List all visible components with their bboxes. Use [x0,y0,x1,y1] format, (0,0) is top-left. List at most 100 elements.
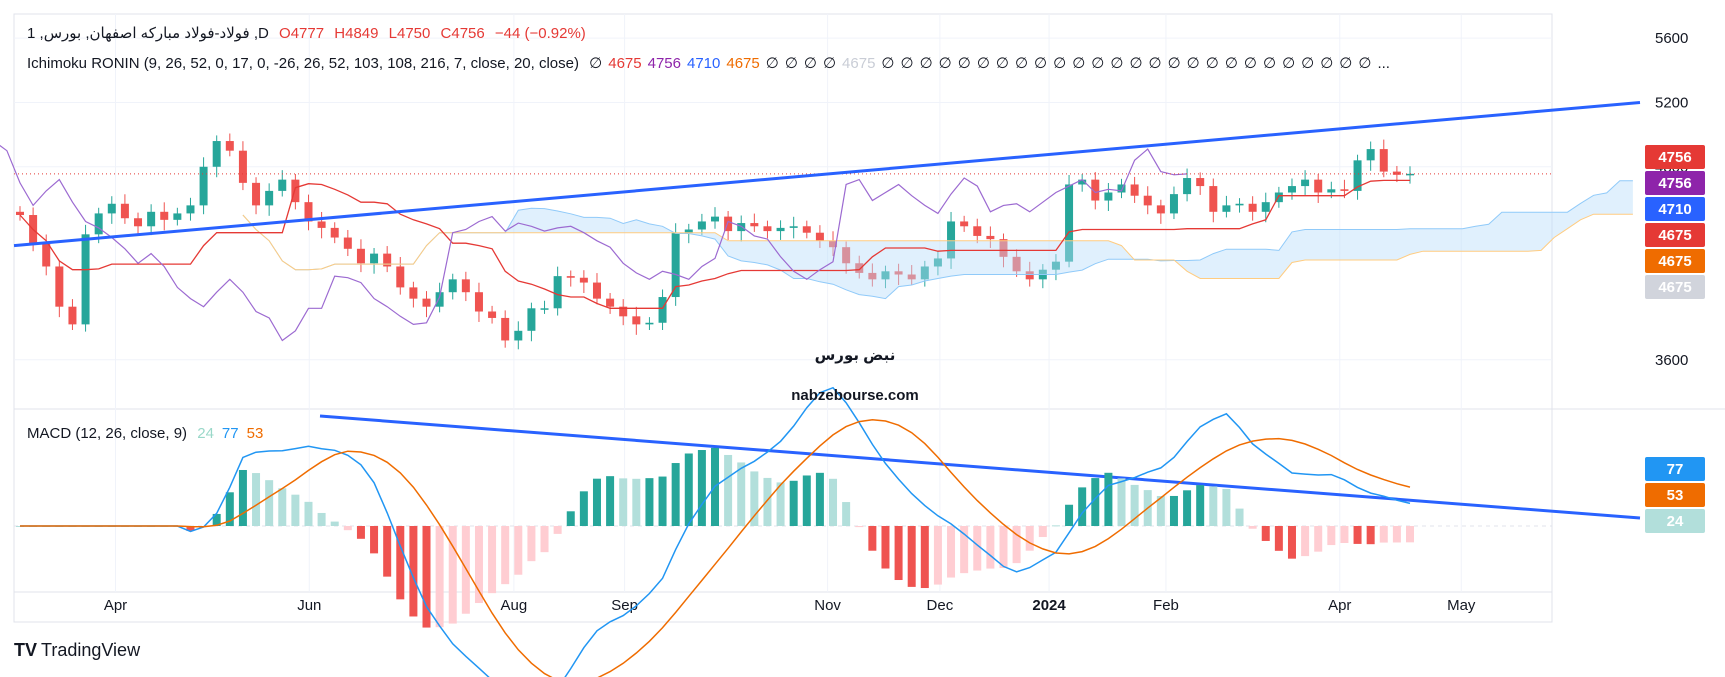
macd-signal-line [20,418,1411,677]
macd-histogram-bar [1261,526,1270,541]
candle-body [422,298,431,307]
ichimoku-value: ∅ [1053,55,1067,72]
ichimoku-value: ∅ [1167,55,1181,72]
ichimoku-value: ∅ [1148,55,1162,72]
ichimoku-values: ∅ 4675 4756 4710 4675 ∅ ∅ ∅ ∅ 4675 ∅ ∅ ∅ ∅ ∅ ∅ ∅ ∅ ∅ ∅ ∅ ∅ ∅ ∅ ∅… [589,55,1396,72]
macd-histogram-bar [842,502,851,526]
candle-body [383,253,392,267]
candle-body [1327,189,1336,193]
candle-body [370,253,379,264]
ichimoku-base-line [19,179,1410,309]
macd-histogram-bar [343,526,352,531]
macd-histogram-bar [422,526,431,628]
watermark-logo: نبض بورس [815,347,896,364]
price-tag-label: 4675 [1658,227,1691,244]
candle-body [1235,203,1244,206]
ichimoku-value: ∅ [938,55,952,72]
macd-histogram-bar [527,526,536,562]
ichimoku-value: ∅ [1243,55,1257,72]
time-tick-label: Sep [611,597,638,614]
macd-histogram-bar [907,526,916,587]
macd-histogram-bar [1091,478,1100,526]
time-tick-label: Aug [500,597,527,614]
macd-histogram-bar [1366,526,1375,545]
macd-histogram-bar [238,469,247,526]
macd-tag-label: 24 [1667,513,1684,530]
time-tick-label: Apr [1328,597,1351,614]
macd-histogram-bar [579,491,588,526]
candle-body [920,266,929,280]
candle-body [1169,194,1178,214]
candle-body [1051,261,1060,270]
macd-histogram-bar [1169,495,1178,526]
tradingview-label: TradingView [41,640,141,660]
macd-histogram-bar [606,476,615,526]
ichimoku-value: ∅ [1034,55,1048,72]
macd-histogram-bar [291,494,300,526]
candle-body [579,277,588,283]
price-tag-label: 4710 [1658,201,1691,218]
macd-histogram-bar [829,478,838,526]
price-tag [1645,145,1705,169]
candle-body [868,272,877,280]
candle-body [55,266,64,307]
macd-histogram-bar [1104,472,1113,526]
candle-body [199,166,208,206]
macd-tag [1645,483,1705,507]
macd-histogram-bar [750,471,759,526]
ichimoku-lagging-span [0,144,1188,342]
candle-body [750,223,759,227]
candle-body [1078,179,1087,185]
candle-body [474,292,483,312]
candle-body [212,141,221,167]
macd-histogram-bar [658,476,667,526]
ichimoku-label: Ichimoku RONIN (9, 26, 52, 0, 17, 0, -26… [27,55,579,72]
macd-value: 77 [221,425,239,442]
candle-body [1274,192,1283,203]
candle-body [619,306,628,317]
tradingview-brand[interactable]: TV TradingView [14,640,140,661]
candle-body [566,276,575,278]
macd-histogram-bar [501,526,510,585]
candle-body [802,226,811,233]
macd-histogram-bar [540,526,549,553]
candle-body [842,247,851,264]
candle-body [291,179,300,203]
macd-histogram-bar [1196,485,1205,526]
time-tick-label: 2024 [1032,597,1066,614]
candle-body [606,298,615,307]
price-tag [1645,249,1705,273]
candle-body [1340,189,1349,191]
macd-histogram-bar [1117,478,1126,526]
ichimoku-legend[interactable]: Ichimoku RONIN (9, 26, 52, 0, 17, 0, -26… [27,54,1402,72]
macd-histogram-bar [960,526,969,574]
ichimoku-value: ∅ [1205,55,1219,72]
candle-body [1104,192,1113,201]
price-tag [1645,275,1705,299]
ichimoku-value: 4675 [608,55,642,72]
macd-histogram-bar [488,526,497,594]
candle-body [527,308,536,331]
candle-body [553,276,562,309]
macd-histogram-bar [881,526,890,569]
candle-body [960,221,969,227]
macd-histogram-bar [1038,526,1047,538]
candle-body [829,240,838,248]
macd-histogram-bar [1078,487,1087,526]
ichimoku-value: ∅ [900,55,914,72]
macd-histogram-bar [802,475,811,526]
candle-body [514,330,523,341]
macd-histogram-bar [396,526,405,600]
candle-body [671,232,680,298]
macd-legend[interactable]: MACD (12, 26, close, 9) 24 77 53 [27,425,277,442]
candle-body [94,213,103,235]
candle-body [658,297,667,323]
macd-histogram-bar [1353,526,1362,544]
macd-histogram-bar [815,472,824,526]
candle-body [1261,202,1270,212]
candle-body [160,211,169,220]
ichimoku-value: ∅ [1110,55,1124,72]
candle-body [304,202,313,222]
macd-histogram-bar [632,478,641,526]
